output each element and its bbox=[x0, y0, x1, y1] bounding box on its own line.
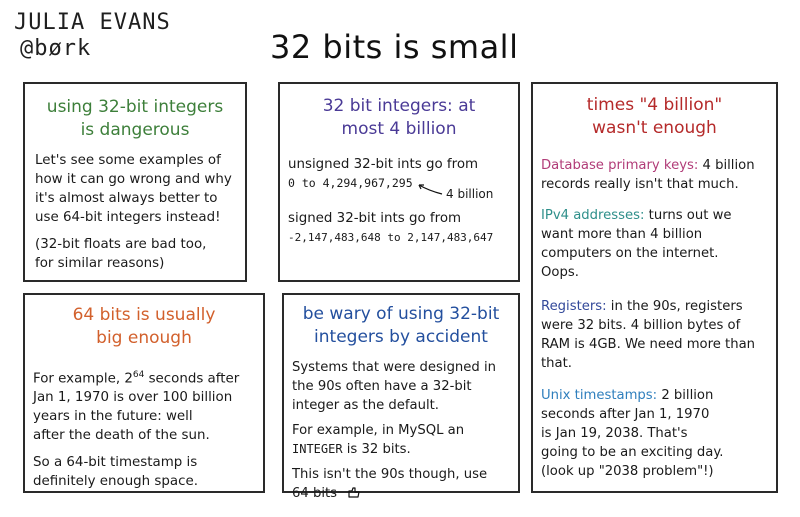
body-line: integer as the default. bbox=[292, 398, 439, 413]
body-line: Unix timestamps: 2 billion bbox=[541, 386, 776, 405]
body-line: INTEGER is 32 bits. bbox=[292, 440, 518, 459]
body-line: years in the future: well bbox=[33, 409, 193, 425]
panel-title-line: is dangerous bbox=[80, 120, 190, 140]
body-line: RAM is 4GB. We need more than bbox=[541, 337, 756, 352]
panel-title: using 32-bit integers is dangerous bbox=[25, 96, 245, 142]
signed-range: -2,147,483,648 to 2,147,483,647 bbox=[288, 231, 494, 244]
body-line: Database primary keys: 4 billion bbox=[541, 156, 776, 175]
body-line: computers on the internet. bbox=[541, 246, 719, 261]
body-line: it's almost always better to bbox=[35, 191, 218, 206]
body-text: 2 billion bbox=[657, 388, 714, 403]
panel-body: Database primary keys: 4 billion records… bbox=[541, 156, 776, 481]
exponent: 64 bbox=[132, 370, 145, 380]
annotation-4-billion: 4 billion bbox=[446, 187, 494, 201]
author-handle: @børk bbox=[20, 36, 92, 61]
panel-title-line: using 32-bit integers bbox=[46, 97, 224, 117]
body-text: 4 billion bbox=[698, 158, 755, 173]
author-signature: JULIA EVANS @børk bbox=[14, 10, 171, 62]
panel-body: For example, 264 seconds after Jan 1, 19… bbox=[33, 366, 263, 491]
body-line: seconds after Jan 1, 1970 bbox=[541, 407, 710, 422]
unix-label: Unix timestamps: bbox=[541, 388, 658, 403]
panel-wary-32bit: be wary of using 32-bit integers by acci… bbox=[282, 293, 520, 501]
panel-body: Systems that were designed in the 90s of… bbox=[292, 358, 518, 503]
body-line: (look up "2038 problem"!) bbox=[541, 464, 714, 479]
body-text: in the 90s, registers bbox=[606, 299, 743, 314]
panel-title: be wary of using 32-bit integers by acci… bbox=[284, 303, 518, 349]
author-name: JULIA EVANS bbox=[14, 10, 171, 35]
panel-title-line: most 4 billion bbox=[341, 119, 457, 139]
body-line: So a 64-bit timestamp is bbox=[33, 455, 198, 471]
panel-body: unsigned 32-bit ints go from 0 to 4,294,… bbox=[288, 155, 518, 247]
body-line: is Jan 19, 2038. That's bbox=[541, 426, 688, 441]
body-line: For example, 264 seconds after bbox=[33, 366, 263, 388]
body-text: is 32 bits. bbox=[342, 442, 411, 457]
body-text: 64 bits bbox=[292, 486, 338, 501]
body-line: use 64-bit integers instead! bbox=[35, 210, 221, 225]
thumbs-up-icon bbox=[348, 487, 360, 498]
code-integer: INTEGER bbox=[292, 442, 343, 456]
panel-4-billion-not-enough: times "4 billion" wasn't enough Database… bbox=[531, 82, 778, 493]
body-line: going to be an exciting day. bbox=[541, 445, 724, 460]
panel-body: Let's see some examples of how it can go… bbox=[35, 151, 245, 273]
body-line: Jan 1, 1970 is over 100 billion bbox=[33, 390, 233, 406]
ipv4-label: IPv4 addresses: bbox=[541, 208, 645, 223]
body-line: were 32 bits. 4 billion bytes of bbox=[541, 318, 741, 333]
panel-title-line: wasn't enough bbox=[592, 118, 717, 138]
body-line: IPv4 addresses: turns out we bbox=[541, 206, 776, 225]
body-line: Let's see some examples of bbox=[35, 153, 221, 168]
body-line: records really isn't that much. bbox=[541, 177, 739, 192]
body-line: want more than 4 billion bbox=[541, 227, 703, 242]
body-line: This isn't the 90s though, use bbox=[292, 467, 488, 482]
panel-title: 64 bits is usually big enough bbox=[25, 304, 263, 350]
panel-title-line: 64 bits is usually bbox=[72, 305, 216, 325]
panel-title-line: integers by accident bbox=[314, 327, 488, 347]
body-line: Systems that were designed in bbox=[292, 360, 496, 375]
body-text: For example, 2 bbox=[33, 371, 133, 387]
body-line: unsigned 32-bit ints go from bbox=[288, 157, 479, 172]
note-line: (32-bit floats are bad too, bbox=[35, 237, 207, 252]
body-text: seconds after bbox=[144, 371, 240, 387]
registers-label: Registers: bbox=[541, 299, 607, 314]
body-line: definitely enough space. bbox=[33, 474, 198, 490]
body-line: the 90s often have a 32-bit bbox=[292, 379, 472, 394]
db-label: Database primary keys: bbox=[541, 158, 699, 173]
panel-32bit-dangerous: using 32-bit integers is dangerous Let's… bbox=[23, 82, 247, 282]
panel-title: 32 bit integers: at most 4 billion bbox=[280, 95, 518, 141]
panel-title-line: big enough bbox=[96, 328, 192, 348]
body-line: signed 32-bit ints go from bbox=[288, 211, 462, 226]
panel-32bit-max: 32 bit integers: at most 4 billion unsig… bbox=[278, 82, 520, 282]
body-line: For example, in MySQL an bbox=[292, 423, 465, 438]
body-text: turns out we bbox=[644, 208, 732, 223]
panel-64bit-enough: 64 bits is usually big enough For exampl… bbox=[23, 293, 265, 493]
body-line: that. bbox=[541, 356, 572, 371]
body-line: Registers: in the 90s, registers bbox=[541, 297, 776, 316]
body-line: 64 bits bbox=[292, 484, 518, 503]
body-line: how it can go wrong and why bbox=[35, 172, 232, 187]
panel-title: times "4 billion" wasn't enough bbox=[533, 94, 776, 140]
page-title: 32 bits is small bbox=[270, 28, 519, 66]
body-line: after the death of the sun. bbox=[33, 428, 210, 444]
annotation-arrow bbox=[418, 184, 443, 195]
panel-title-line: times "4 billion" bbox=[586, 95, 723, 115]
panel-title-line: 32 bit integers: at bbox=[322, 96, 476, 116]
body-line: Oops. bbox=[541, 265, 579, 280]
unsigned-range: 0 to 4,294,967,295 bbox=[288, 176, 413, 190]
panel-title-line: be wary of using 32-bit bbox=[302, 304, 500, 324]
note-line: for similar reasons) bbox=[35, 256, 165, 271]
